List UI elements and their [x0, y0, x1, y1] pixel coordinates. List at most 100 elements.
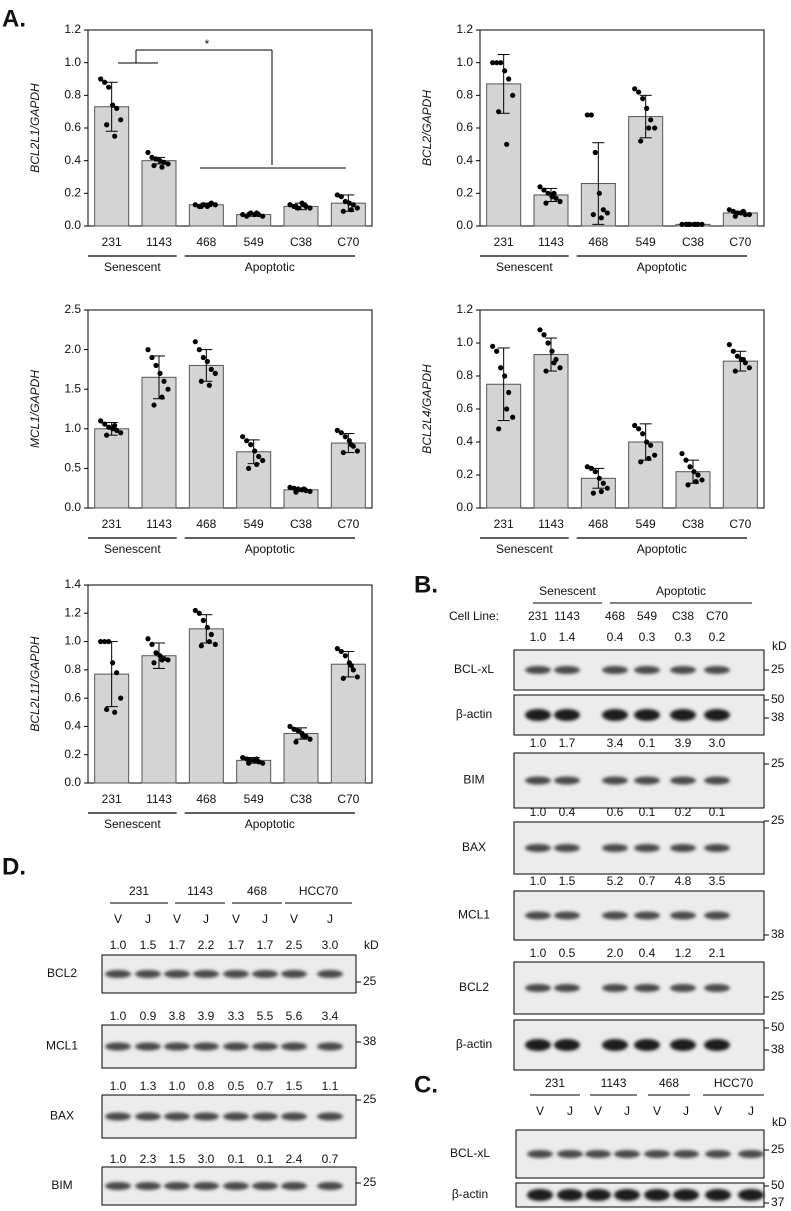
data-point [307, 736, 313, 742]
data-point [584, 464, 590, 470]
blot-band [252, 1042, 278, 1051]
data-point [159, 164, 165, 170]
data-point [157, 653, 163, 659]
data-point [198, 203, 204, 209]
data-point [638, 459, 644, 465]
quant-value: 3.8 [169, 1009, 186, 1023]
quant-value: 0.2 [675, 805, 692, 819]
data-point [734, 353, 740, 359]
quant-value: 3.0 [322, 938, 339, 952]
quant-value: 5.2 [607, 874, 624, 888]
blot-band [554, 666, 580, 674]
x-tick-label: 468 [588, 235, 608, 249]
plot-frame [479, 309, 765, 509]
data-point [114, 670, 120, 676]
group-label: Senescent [496, 260, 553, 274]
data-point [496, 426, 502, 432]
x-tick-label: 468 [588, 517, 608, 531]
blot-band [223, 1042, 249, 1051]
group-label: Apoptotic [245, 817, 295, 831]
blot-group: 468 [659, 1076, 679, 1090]
data-point [110, 660, 116, 666]
data-point [340, 675, 346, 681]
blot-group: 1143 [601, 1076, 627, 1090]
data-point [504, 406, 510, 412]
quant-value: 0.9 [140, 1009, 157, 1023]
data-point [693, 479, 699, 485]
marker-label: 38 [771, 1042, 785, 1056]
blot-band [525, 984, 551, 992]
y-tick-label: 1.4 [64, 577, 81, 591]
data-point [632, 422, 638, 429]
data-point [293, 489, 299, 495]
blot-band [223, 970, 249, 978]
data-point [510, 414, 516, 420]
data-point [102, 421, 108, 427]
quant-value: 2.4 [286, 1152, 303, 1166]
marker-label: 25 [363, 1175, 377, 1189]
data-point [551, 360, 557, 366]
data-point [342, 434, 348, 440]
data-point [543, 200, 549, 206]
blot-band [135, 1182, 161, 1190]
protein-label: BCL2 [459, 980, 489, 994]
quant-value: 1.5 [559, 874, 576, 888]
data-point [590, 490, 596, 496]
y-tick-label: 0.0 [64, 775, 81, 789]
data-point [198, 643, 204, 649]
quant-value: 3.3 [228, 1009, 245, 1023]
blot-group: 1143 [187, 884, 213, 898]
quant-value: 0.5 [228, 1079, 245, 1093]
protein-label: β-actin [452, 1187, 488, 1201]
data-point [287, 202, 293, 208]
x-tick-label: 549 [636, 517, 656, 531]
blot-band [105, 1182, 131, 1190]
y-tick-label: 0.4 [456, 153, 473, 167]
data-point [114, 427, 120, 433]
lane-label: J [624, 1104, 630, 1118]
x-tick-label: C70 [729, 517, 751, 531]
data-point [165, 161, 171, 167]
data-point [159, 657, 165, 663]
data-point [157, 370, 163, 376]
quant-value: 4.8 [675, 874, 692, 888]
data-point [494, 60, 500, 66]
data-point [553, 195, 559, 201]
y-tick-label: 0.8 [456, 368, 473, 382]
bar [533, 354, 569, 509]
blot-band [223, 1182, 249, 1190]
data-point [149, 354, 155, 361]
lane-label: J [748, 1104, 754, 1118]
panel-label: D. [2, 853, 26, 880]
data-point [338, 430, 344, 436]
blot-band [634, 709, 660, 721]
quant-value: 1.7 [169, 938, 186, 952]
data-point [687, 464, 693, 470]
blot-band [704, 984, 730, 992]
data-point [110, 102, 116, 108]
data-point [537, 184, 543, 190]
quant-value: 1.5 [286, 1079, 303, 1093]
data-point [301, 202, 307, 208]
data-point [730, 208, 736, 214]
x-tick-label: C38 [290, 235, 312, 249]
blot-band [670, 776, 696, 785]
x-tick-label: 231 [102, 792, 122, 806]
x-tick-label: 1143 [146, 517, 172, 531]
blot-band [164, 1042, 190, 1051]
marker-label: 38 [363, 1034, 377, 1048]
data-point [240, 434, 246, 440]
blot-band [193, 1182, 219, 1190]
marker-label: 50 [771, 1020, 785, 1034]
data-point [346, 438, 352, 444]
blot-group: HCC70 [714, 1076, 754, 1090]
data-point [254, 210, 260, 216]
bar [141, 160, 177, 227]
data-point [590, 211, 596, 218]
data-point [354, 205, 360, 211]
data-point [293, 739, 299, 745]
blot-band [164, 970, 190, 978]
blot-band [670, 844, 696, 852]
quant-value: 5.5 [257, 1009, 274, 1023]
lane-label: V [232, 912, 240, 926]
